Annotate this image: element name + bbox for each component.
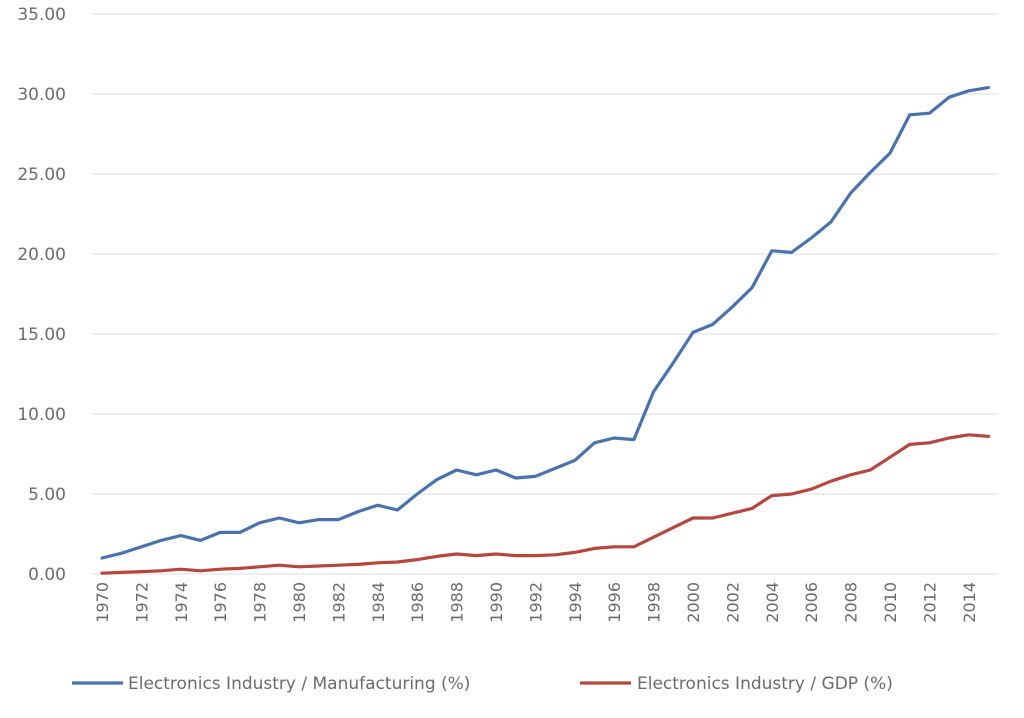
x-tick-label: 1970 <box>93 582 112 623</box>
x-tick-label: 2012 <box>920 582 939 623</box>
y-tick-label: 10.00 <box>17 405 66 425</box>
x-tick-label: 1988 <box>448 582 467 623</box>
x-tick-label: 1980 <box>290 582 309 623</box>
x-tick-label: 1984 <box>369 582 388 623</box>
x-tick-label: 1986 <box>408 582 427 623</box>
x-tick-label: 1982 <box>329 582 348 623</box>
legend-label-manufacturing: Electronics Industry / Manufacturing (%) <box>128 674 470 694</box>
x-tick-label: 1990 <box>487 582 506 623</box>
x-tick-label: 2014 <box>960 582 979 623</box>
x-tick-label: 1972 <box>132 582 151 623</box>
y-tick-label: 5.00 <box>28 485 66 505</box>
x-tick-label: 1974 <box>172 582 191 623</box>
x-tick-label: 2002 <box>723 582 742 623</box>
y-tick-label: 35.00 <box>17 5 66 25</box>
series-line-gdp <box>100 433 991 575</box>
x-tick-label: 1994 <box>566 582 585 623</box>
x-tick-label: 1996 <box>605 582 624 623</box>
y-tick-label: 20.00 <box>17 245 66 265</box>
x-tick-label: 2006 <box>802 582 821 623</box>
legend-label-gdp: Electronics Industry / GDP (%) <box>637 674 893 694</box>
y-axis-ticks: 0.00 5.00 10.00 15.00 20.00 25.00 30.00 35.00 <box>17 5 66 585</box>
gridlines <box>92 13 998 575</box>
y-tick-label: 25.00 <box>17 165 66 185</box>
x-tick-label: 1976 <box>211 582 230 623</box>
series-lines <box>100 85 991 575</box>
legend: Electronics Industry / Manufacturing (%)… <box>72 674 893 694</box>
x-tick-label: 2004 <box>763 582 782 623</box>
y-tick-label: 0.00 <box>28 565 66 585</box>
y-tick-label: 15.00 <box>17 325 66 345</box>
x-tick-label: 2008 <box>842 582 861 623</box>
x-tick-label: 2010 <box>881 582 900 623</box>
y-tick-label: 30.00 <box>17 85 66 105</box>
x-tick-label: 1978 <box>251 582 270 623</box>
x-tick-label: 1998 <box>645 582 664 623</box>
x-axis-ticks: 1970 1972 1974 1976 1978 1980 1982 1984 1986 1988… <box>93 582 979 623</box>
x-tick-label: 1992 <box>526 582 545 623</box>
x-tick-label: 2000 <box>684 582 703 623</box>
series-line-manufacturing <box>100 85 991 560</box>
